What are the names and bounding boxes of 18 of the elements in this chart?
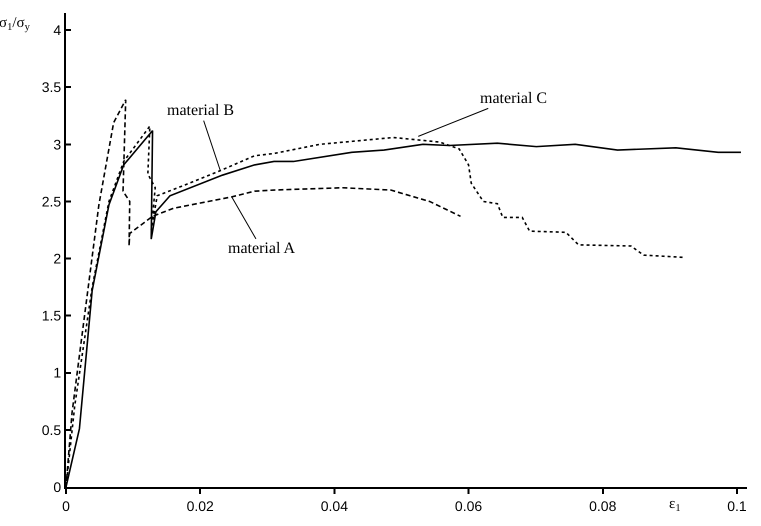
y-tick-label: 1.5 <box>42 308 62 324</box>
x-tick-label: 0.1 <box>727 498 747 514</box>
annotation: material B <box>167 102 234 119</box>
x-tick-label: 0.04 <box>320 498 348 514</box>
y-tick-label: 3 <box>53 136 62 152</box>
x-tick-label: 0.08 <box>589 498 617 514</box>
y-tick-label: 0.5 <box>42 422 62 438</box>
y-tick-label: 2.5 <box>42 193 62 210</box>
x-axis-title: ε$_{1}$ <box>669 496 681 514</box>
x-tick-label: 0.06 <box>454 498 482 514</box>
y-tick-label: 1 <box>53 364 62 381</box>
x-tick-label: 0.02 <box>186 498 214 514</box>
y-tick-label: 3.5 <box>42 79 62 96</box>
annotation: material C <box>480 90 548 107</box>
annotation: material A <box>228 240 296 257</box>
y-tick-label: 0 <box>53 478 62 495</box>
y-tick-label: 4 <box>53 22 62 38</box>
y-tick-label: 2 <box>53 250 62 266</box>
